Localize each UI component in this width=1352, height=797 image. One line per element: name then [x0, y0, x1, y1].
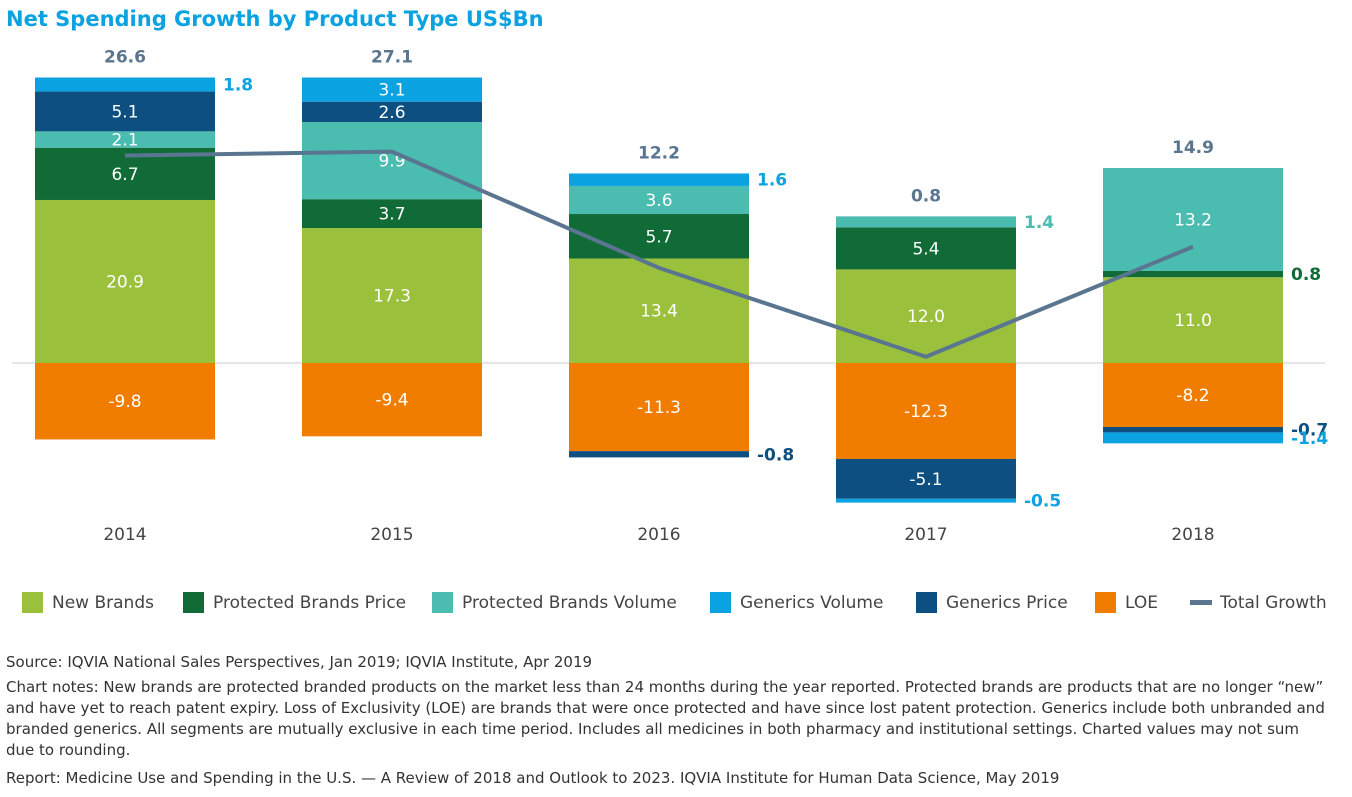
bar-segment	[569, 214, 749, 259]
value-label: -1.4	[1291, 429, 1328, 449]
legend-label: Generics Price	[946, 593, 1068, 613]
value-label: 5.7	[645, 227, 672, 247]
bar-segment	[302, 77, 482, 102]
value-label: 12.0	[907, 307, 945, 327]
bar-segment	[302, 363, 482, 437]
chart-notes: Chart notes: New brands are protected br…	[6, 678, 1325, 759]
bar-segment	[1103, 363, 1283, 427]
bar-segment	[302, 199, 482, 229]
value-label: -0.5	[1024, 492, 1061, 512]
value-label: 1.8	[223, 76, 253, 96]
x-tick-label: 2014	[103, 525, 146, 545]
legend-label: Total Growth	[1219, 593, 1327, 613]
bar-segment	[1103, 277, 1283, 363]
bar-segment	[836, 269, 1016, 363]
value-label: 11.0	[1174, 311, 1212, 331]
legend-label: LOE	[1125, 593, 1158, 613]
value-label: -11.3	[637, 398, 681, 418]
legend-swatch	[710, 592, 731, 613]
bar-segment	[35, 77, 215, 92]
legend-swatch	[183, 592, 204, 613]
bar-segment	[836, 216, 1016, 228]
total-label: 14.9	[1172, 138, 1214, 158]
legend-swatch	[1095, 592, 1116, 613]
value-label: 3.6	[645, 191, 672, 211]
value-label: 0.8	[1291, 265, 1321, 285]
bar-segment	[569, 451, 749, 458]
bar-segment	[1103, 432, 1283, 444]
bar-segment	[35, 363, 215, 440]
value-label: -0.7	[1291, 421, 1328, 441]
bar-segment	[836, 498, 1016, 503]
value-label: 20.9	[106, 272, 144, 292]
total-label: 12.2	[638, 143, 680, 163]
x-tick-label: 2017	[904, 525, 947, 545]
bar-segment	[302, 121, 482, 200]
bar-segment	[569, 173, 749, 186]
bar-segment	[569, 363, 749, 452]
x-tick-label: 2015	[370, 525, 413, 545]
value-label: 13.2	[1174, 210, 1212, 230]
bar-segment	[836, 363, 1016, 459]
bar-segment	[836, 227, 1016, 270]
bar-segment	[836, 458, 1016, 499]
value-label: 1.4	[1024, 213, 1054, 233]
value-label: 3.7	[378, 205, 405, 225]
value-label: 17.3	[373, 287, 411, 307]
source: Source: IQVIA National Sales Perspective…	[6, 653, 593, 671]
legend-swatch	[22, 592, 43, 613]
value-label: 5.4	[912, 239, 939, 259]
legend-swatch	[432, 592, 453, 613]
total-label: 26.6	[104, 48, 146, 68]
x-tick-label: 2018	[1171, 525, 1214, 545]
bar-segment	[1103, 426, 1283, 433]
bar-segment	[302, 228, 482, 363]
value-label: -5.1	[909, 470, 942, 490]
value-label: 6.7	[111, 165, 138, 185]
value-label: 2.6	[378, 103, 405, 123]
value-label: 3.1	[378, 81, 405, 101]
value-label: -9.8	[108, 392, 141, 412]
bar-segment	[1103, 270, 1283, 278]
value-label: 2.1	[111, 131, 138, 151]
legend-line	[1190, 600, 1212, 605]
value-label: 13.4	[640, 302, 678, 322]
total-label: 0.8	[911, 186, 941, 206]
bar-segment	[35, 131, 215, 148]
bar-segment	[569, 185, 749, 215]
bar-segment	[35, 199, 215, 363]
value-label: -9.4	[375, 391, 408, 411]
report: Report: Medicine Use and Spending in the…	[6, 769, 1060, 787]
value-label: -12.3	[904, 402, 948, 422]
value-label: 5.1	[111, 102, 138, 122]
value-label: 1.6	[757, 171, 787, 191]
legend-label: New Brands	[52, 593, 154, 613]
legend-label: Protected Brands Price	[213, 593, 406, 613]
chart-title: Net Spending Growth by Product Type US$B…	[6, 7, 544, 31]
total-label: 27.1	[371, 48, 413, 68]
total-line	[124, 149, 1194, 359]
legend-label: Generics Volume	[740, 593, 883, 613]
bar-segment	[569, 258, 749, 363]
bar-segment	[1103, 168, 1283, 271]
bar-segment	[35, 91, 215, 132]
bar-segment	[302, 101, 482, 122]
legend-swatch	[916, 592, 937, 613]
x-tick-label: 2016	[637, 525, 680, 545]
legend-label: Protected Brands Volume	[462, 593, 677, 613]
chart: Net Spending Growth by Product Type US$B…	[6, 7, 1328, 613]
value-label: -8.2	[1176, 386, 1209, 406]
value-label: -0.8	[757, 445, 794, 465]
